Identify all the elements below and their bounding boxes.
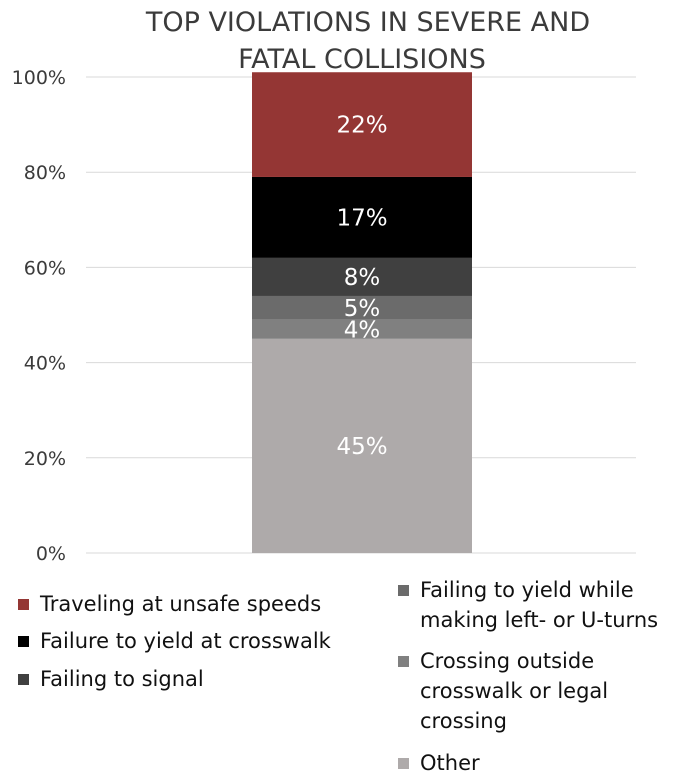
legend-label: Crossing outside crosswalk or legal cros…: [420, 649, 609, 733]
legend-item-failing-to-yield-turns: Failing to yield while making left- or U…: [398, 575, 666, 635]
legend-label: Traveling at unsafe speeds: [40, 592, 322, 616]
legend-label: Failing to yield while making left- or U…: [420, 578, 659, 632]
legend-item-failure-to-yield-at-crosswalk: Failure to yield at crosswalk: [18, 626, 378, 656]
legend-label: Failing to signal: [40, 667, 204, 691]
bar-segment: [252, 176, 472, 258]
legend-item-crossing-outside-crosswalk: Crossing outside crosswalk or legal cros…: [398, 646, 628, 736]
data-label: 22%: [336, 113, 387, 139]
data-label: 45%: [336, 434, 387, 460]
data-labels: 45% 4%5% 8% 17% 22%: [336, 113, 387, 460]
y-tick-label: 100%: [12, 67, 66, 89]
legend-swatch: [18, 599, 29, 610]
legend-item-traveling-at-unsafe-speeds: Traveling at unsafe speeds: [18, 589, 378, 619]
bar-segment: [252, 295, 472, 320]
bar-segment: [252, 338, 472, 553]
chart-title-line-2: FATAL COLLISIONS: [238, 44, 486, 75]
y-tick-label: 40%: [24, 353, 66, 375]
bar-segment: [252, 72, 472, 177]
y-tick-label: 60%: [24, 257, 66, 279]
legend-label: Other: [420, 751, 480, 775]
y-axis-ticks: 0% 20% 40% 60% 80% 100%: [12, 67, 66, 565]
legend-swatch: [398, 758, 409, 769]
legend-item-failing-to-signal: Failing to signal: [18, 664, 378, 694]
data-label: 4%: [344, 317, 381, 343]
data-label: 5%: [344, 296, 381, 322]
data-label: 17%: [336, 205, 387, 231]
legend-item-other: Other: [398, 748, 638, 778]
legend-swatch: [18, 636, 29, 647]
legend-swatch: [398, 656, 409, 667]
legend-swatch: [18, 674, 29, 685]
data-label: 8%: [344, 265, 381, 291]
stacked-bar-chart: TOP VIOLATIONS IN SEVERE AND FATAL COLLI…: [12, 7, 636, 565]
legend-swatch: [398, 585, 409, 596]
stacked-bar: [252, 72, 472, 553]
chart-title-line-1: TOP VIOLATIONS IN SEVERE AND: [145, 7, 590, 38]
y-tick-label: 0%: [36, 543, 66, 565]
y-tick-label: 20%: [24, 448, 66, 470]
bar-segment: [252, 319, 472, 339]
y-tick-label: 80%: [24, 162, 66, 184]
bar-segment: [252, 257, 472, 296]
legend-label: Failure to yield at crosswalk: [40, 629, 331, 653]
